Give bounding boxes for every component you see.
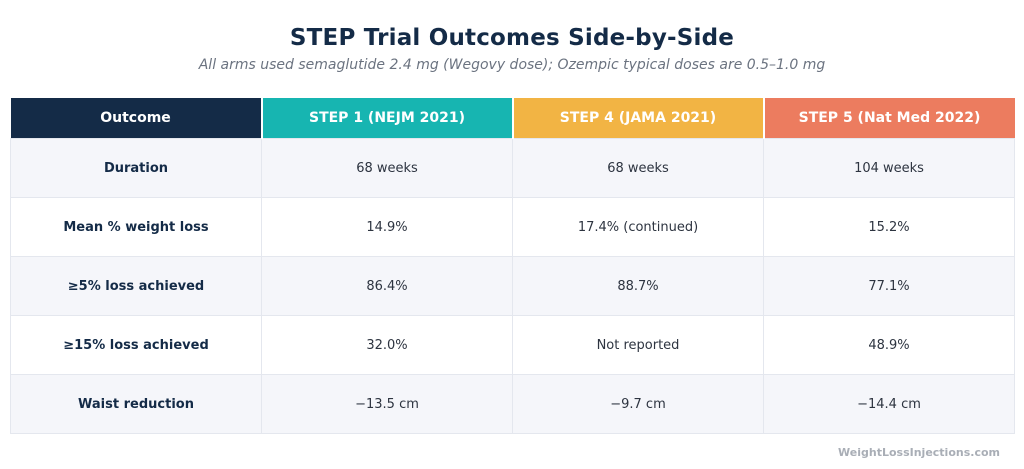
table-header-row: Outcome STEP 1 (NEJM 2021) STEP 4 (JAMA … (10, 98, 1015, 139)
header-outcome: Outcome (10, 98, 263, 139)
table-cell: 104 weeks (763, 138, 1015, 198)
table-cell: −13.5 cm (261, 374, 513, 434)
table-row: ≥5% loss achieved 86.4% 88.7% 77.1% (10, 256, 1015, 316)
table-cell: −9.7 cm (512, 374, 764, 434)
row-label-waist-reduction: Waist reduction (10, 374, 262, 434)
row-label-5pct-loss: ≥5% loss achieved (10, 256, 262, 316)
table-cell: −14.4 cm (763, 374, 1015, 434)
table-cell: 15.2% (763, 197, 1015, 257)
site-watermark: WeightLossInjections.com (838, 446, 1000, 459)
table-cell: Not reported (512, 315, 764, 375)
table-cell: 32.0% (261, 315, 513, 375)
table-row: Waist reduction −13.5 cm −9.7 cm −14.4 c… (10, 374, 1015, 434)
row-label-15pct-loss: ≥15% loss achieved (10, 315, 262, 375)
page-title: STEP Trial Outcomes Side-by-Side (289, 25, 735, 51)
header-step-4: STEP 4 (JAMA 2021) (512, 98, 765, 139)
table-cell: 17.4% (continued) (512, 197, 764, 257)
table-row: Mean % weight loss 14.9% 17.4% (continue… (10, 197, 1015, 257)
outcomes-table: Outcome STEP 1 (NEJM 2021) STEP 4 (JAMA … (10, 98, 1015, 434)
table-cell: 68 weeks (261, 138, 513, 198)
table-cell: 77.1% (763, 256, 1015, 316)
page-subtitle: All arms used semaglutide 2.4 mg (Wegovy… (198, 57, 826, 73)
table-row: Duration 68 weeks 68 weeks 104 weeks (10, 138, 1015, 198)
table-cell: 88.7% (512, 256, 764, 316)
table-row: ≥15% loss achieved 32.0% Not reported 48… (10, 315, 1015, 375)
header-step-5: STEP 5 (Nat Med 2022) (763, 98, 1015, 139)
row-label-mean-weight-loss: Mean % weight loss (10, 197, 262, 257)
row-label-duration: Duration (10, 138, 262, 198)
header-step-1: STEP 1 (NEJM 2021) (261, 98, 514, 139)
table-cell: 14.9% (261, 197, 513, 257)
table-cell: 86.4% (261, 256, 513, 316)
table-cell: 68 weeks (512, 138, 764, 198)
table-cell: 48.9% (763, 315, 1015, 375)
